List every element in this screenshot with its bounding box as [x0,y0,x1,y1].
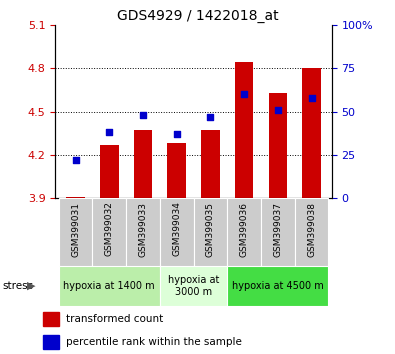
Bar [160,198,194,266]
Bar [66,197,85,198]
Point [173,131,180,137]
Bar [126,198,160,266]
Text: ▶: ▶ [27,281,36,291]
Bar [59,266,160,306]
Point [308,95,315,101]
Bar [100,145,118,198]
Text: GSM399034: GSM399034 [172,202,181,257]
Text: percentile rank within the sample: percentile rank within the sample [66,337,241,347]
Bar [167,143,186,198]
Text: stress: stress [2,281,33,291]
Text: hypoxia at
3000 m: hypoxia at 3000 m [168,275,219,297]
Bar [269,93,287,198]
Text: GSM399032: GSM399032 [105,202,114,257]
Bar [235,62,254,198]
Bar [59,198,92,266]
Bar [134,130,152,198]
Point [275,107,281,113]
Text: GDS4929 / 1422018_at: GDS4929 / 1422018_at [117,9,278,23]
Bar [160,266,227,306]
Text: hypoxia at 1400 m: hypoxia at 1400 m [64,281,155,291]
Bar [227,266,328,306]
Text: GSM399035: GSM399035 [206,202,215,257]
Bar [227,198,261,266]
Text: GSM399031: GSM399031 [71,202,80,257]
Point [72,157,79,163]
Text: GSM399036: GSM399036 [240,202,248,257]
Text: GSM399037: GSM399037 [273,202,282,257]
Bar [43,312,58,326]
Bar [295,198,328,266]
Point [106,130,113,135]
Text: GSM399038: GSM399038 [307,202,316,257]
Bar [92,198,126,266]
Text: GSM399033: GSM399033 [139,202,147,257]
Text: transformed count: transformed count [66,314,163,324]
Bar [194,198,227,266]
Bar [201,130,220,198]
Bar [302,68,321,198]
Bar [43,335,58,349]
Text: hypoxia at 4500 m: hypoxia at 4500 m [232,281,324,291]
Point [241,91,247,97]
Point [140,112,146,118]
Bar [261,198,295,266]
Point [207,114,214,120]
